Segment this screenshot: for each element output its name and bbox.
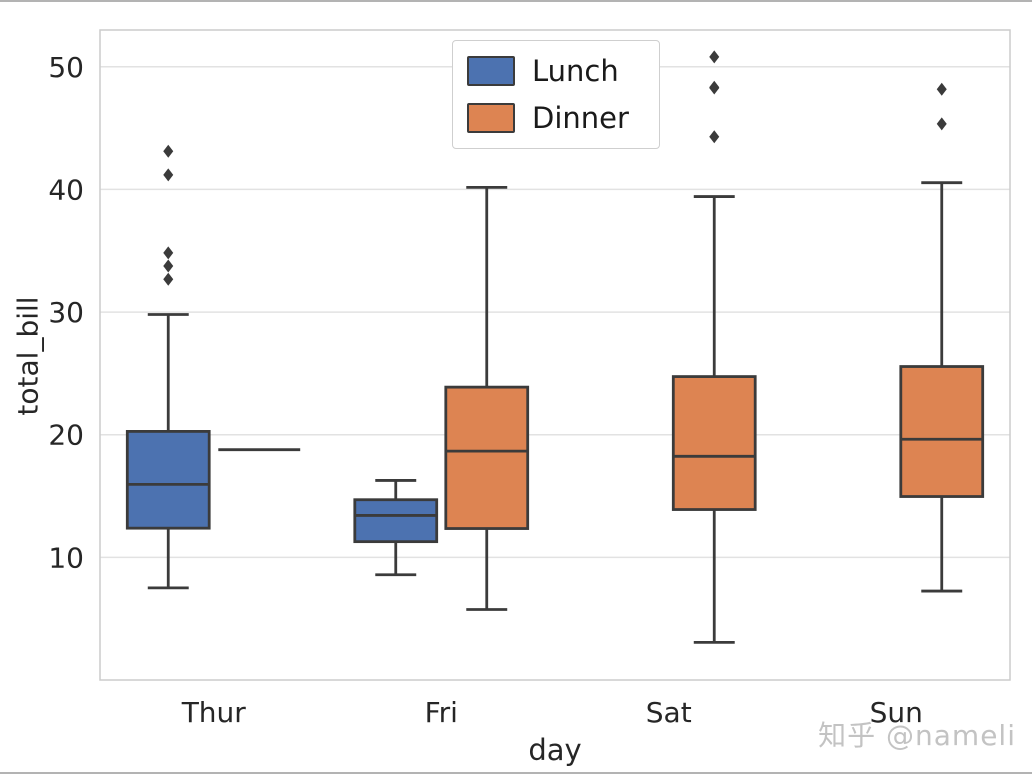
legend-label-lunch: Lunch [532, 54, 619, 88]
bottom-edge-line [0, 772, 1032, 774]
legend-item-lunch: Lunch [467, 54, 629, 88]
outlier-marker [936, 82, 947, 96]
outlier-marker [163, 246, 174, 260]
box-dinner-sat [671, 50, 757, 644]
outlier-marker [163, 144, 174, 158]
legend-item-dinner: Dinner [467, 101, 629, 135]
x-tick-label: Thur [181, 696, 247, 729]
y-tick-label: 40 [48, 173, 84, 206]
y-tick-label: 20 [48, 419, 84, 452]
iqr-box [125, 430, 211, 530]
x-axis-label: day [528, 733, 582, 767]
y-tick-label: 30 [48, 296, 84, 329]
box-dinner-fri [444, 185, 530, 611]
outlier-marker [709, 130, 720, 144]
outlier-marker [163, 168, 174, 182]
iqr-box [444, 385, 530, 530]
iqr-box [899, 365, 985, 498]
iqr-box [353, 498, 439, 544]
legend-label-dinner: Dinner [532, 101, 629, 135]
y-tick-label: 50 [48, 51, 84, 84]
box-dinner-sun [899, 82, 985, 593]
x-tick-label: Fri [425, 696, 458, 729]
outlier-marker [163, 272, 174, 286]
outlier-marker [709, 50, 720, 64]
outlier-marker [163, 259, 174, 273]
top-edge-line [0, 0, 1032, 2]
axes-frame [99, 29, 1011, 681]
outlier-marker [936, 117, 947, 131]
y-axis-label: total_bill [11, 296, 45, 416]
outlier-marker [709, 80, 720, 94]
iqr-box [671, 375, 757, 511]
lunch-color-swatch [467, 56, 515, 86]
box-lunch-thur [125, 144, 211, 590]
watermark: 知乎 @nameli [818, 719, 1016, 752]
y-tick-label: 10 [48, 541, 84, 574]
legend: Lunch Dinner [452, 40, 660, 149]
box-lunch-fri [353, 479, 439, 577]
x-tick-label: Sat [646, 696, 692, 729]
dinner-color-swatch [467, 103, 515, 133]
x-tick-label: Sun [870, 696, 923, 729]
